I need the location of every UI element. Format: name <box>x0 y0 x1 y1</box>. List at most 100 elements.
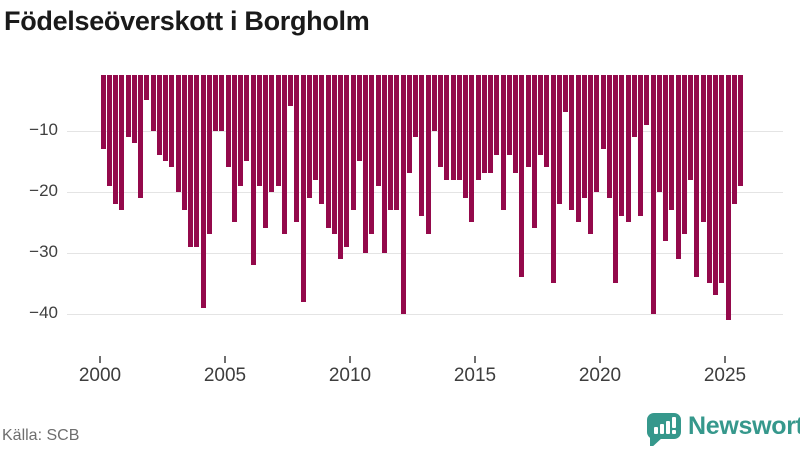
exclamation-bar-glyph <box>672 417 676 428</box>
x-tick-label: 2005 <box>203 365 247 386</box>
bar-2003Q3 <box>188 75 194 247</box>
newsworthy-logo: Newsworthy <box>645 410 800 448</box>
bar-2021Q3 <box>638 75 644 217</box>
bar-2008Q4 <box>319 75 325 204</box>
bar-2025Q3 <box>738 75 744 186</box>
bar-2004Q1 <box>200 75 206 308</box>
bar-2011Q2 <box>381 75 387 253</box>
bar-2012Q3 <box>413 75 419 137</box>
bar-2017Q1 <box>525 75 531 168</box>
bar-2013Q1 <box>425 75 431 235</box>
x-tick-label: 2025 <box>703 365 747 386</box>
bar-2023Q3 <box>688 75 694 180</box>
bar-2019Q2 <box>581 75 587 198</box>
bar-2004Q3 <box>213 75 219 131</box>
bar-2016Q1 <box>500 75 506 210</box>
bar-2013Q3 <box>438 75 444 168</box>
bar-2002Q2 <box>156 75 162 156</box>
bar-2002Q3 <box>163 75 169 162</box>
bar-2004Q2 <box>206 75 212 235</box>
bar-2008Q1 <box>300 75 306 302</box>
gridline--30 <box>67 252 783 254</box>
bar-2022Q1 <box>650 75 656 314</box>
bar-2019Q3 <box>588 75 594 235</box>
bar-2024Q4 <box>719 75 725 284</box>
x-tick-2000 <box>99 356 101 363</box>
bar-2024Q2 <box>706 75 712 284</box>
bar-2015Q3 <box>488 75 494 174</box>
bar-2018Q3 <box>563 75 569 113</box>
bar-2008Q2 <box>306 75 312 198</box>
bar-2005Q2 <box>231 75 237 223</box>
bar-2010Q4 <box>369 75 375 235</box>
bar-2005Q4 <box>244 75 250 162</box>
bar-2014Q3 <box>463 75 469 198</box>
bar-2010Q1 <box>350 75 356 210</box>
bar-2001Q4 <box>144 75 150 101</box>
bar-2016Q2 <box>506 75 512 156</box>
bar-2000Q4 <box>119 75 125 210</box>
bar-2022Q2 <box>656 75 662 192</box>
bar-2003Q1 <box>175 75 181 192</box>
bar-2007Q4 <box>294 75 300 223</box>
bar-2005Q3 <box>238 75 244 186</box>
bar-2018Q2 <box>556 75 562 204</box>
x-tick-2020 <box>599 356 601 363</box>
y-tick-label: −40 <box>29 302 58 322</box>
bar-2009Q1 <box>325 75 331 229</box>
bar-2012Q2 <box>406 75 412 174</box>
bar-2005Q1 <box>225 75 231 168</box>
bar-2010Q3 <box>363 75 369 253</box>
bar-2024Q1 <box>700 75 706 223</box>
bar-2020Q2 <box>606 75 612 198</box>
x-tick-label: 2010 <box>328 365 372 386</box>
bar-2000Q1 <box>100 75 106 149</box>
bar-2003Q4 <box>194 75 200 247</box>
bar-2012Q1 <box>400 75 406 314</box>
bar-2020Q3 <box>613 75 619 284</box>
bar-2004Q4 <box>219 75 225 131</box>
gridline--20 <box>67 191 783 193</box>
bar-2014Q4 <box>469 75 475 223</box>
bar-2023Q4 <box>694 75 700 278</box>
bar-2020Q4 <box>619 75 625 217</box>
bar-2001Q2 <box>131 75 137 143</box>
bar-2022Q4 <box>669 75 675 210</box>
y-tick-label: −20 <box>29 180 58 200</box>
bar-2018Q4 <box>569 75 575 210</box>
x-tick-2015 <box>474 356 476 363</box>
bar-2019Q4 <box>594 75 600 192</box>
newsworthy-logo-text: Newsworthy <box>688 412 800 440</box>
bar-2024Q3 <box>713 75 719 296</box>
bar-2001Q3 <box>138 75 144 198</box>
bar-2012Q4 <box>419 75 425 217</box>
bar-2006Q1 <box>250 75 256 265</box>
bar-2021Q4 <box>644 75 650 125</box>
exclamation-dot-glyph <box>672 430 676 434</box>
bar-2008Q3 <box>313 75 319 180</box>
bar-2011Q4 <box>394 75 400 210</box>
bar-glyph-3 <box>666 421 670 434</box>
x-tick-2025 <box>724 356 726 363</box>
bar-2013Q2 <box>431 75 437 131</box>
bar-2015Q2 <box>481 75 487 174</box>
bar-2017Q2 <box>531 75 537 229</box>
bar-2002Q1 <box>150 75 156 131</box>
bar-2023Q1 <box>675 75 681 259</box>
bar-2009Q4 <box>344 75 350 247</box>
bar-2017Q3 <box>538 75 544 156</box>
bar-2018Q1 <box>550 75 556 284</box>
x-tick-label: 2020 <box>578 365 622 386</box>
bar-2016Q3 <box>513 75 519 174</box>
bar-2000Q2 <box>106 75 112 186</box>
bar-2013Q4 <box>444 75 450 180</box>
bar-2022Q3 <box>663 75 669 241</box>
x-tick-2005 <box>224 356 226 363</box>
bar-2021Q2 <box>631 75 637 137</box>
bar-glyph-1 <box>654 427 658 434</box>
bar-2002Q4 <box>169 75 175 168</box>
bar-glyph-2 <box>660 424 664 434</box>
bar-2011Q3 <box>388 75 394 210</box>
bar-2017Q4 <box>544 75 550 168</box>
